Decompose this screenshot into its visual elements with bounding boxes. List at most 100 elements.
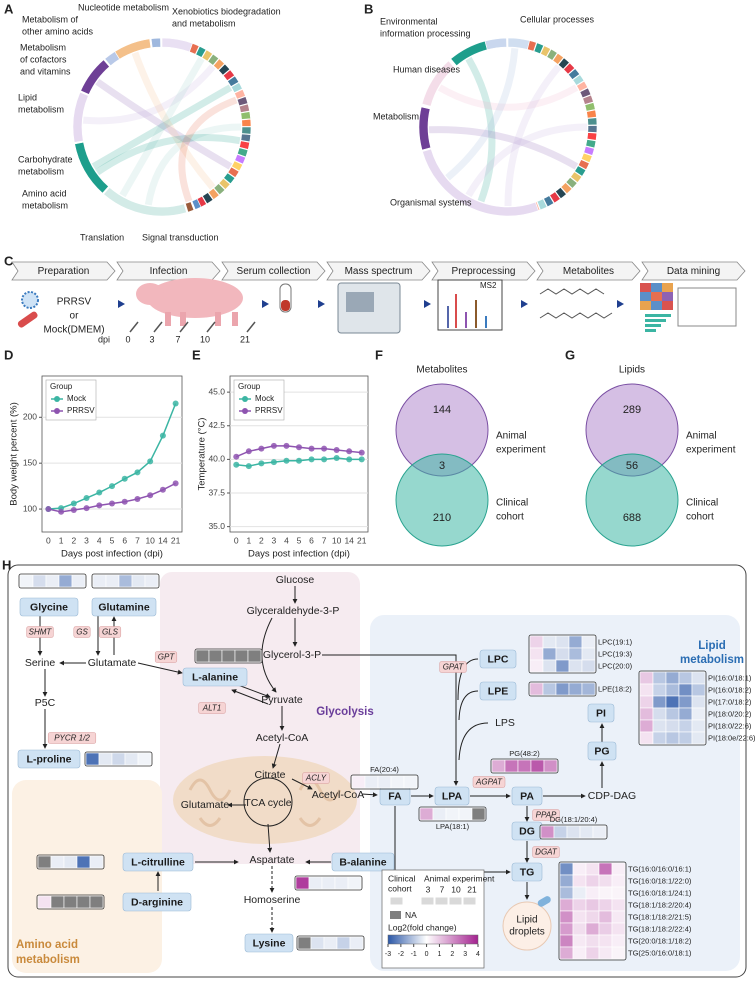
heatmap-cell bbox=[568, 647, 583, 661]
ring-segment bbox=[241, 118, 252, 127]
node-label: Lysine bbox=[253, 937, 286, 949]
panel-letter: H bbox=[2, 557, 11, 572]
syringe bbox=[153, 321, 163, 333]
heatmap-cell bbox=[611, 922, 626, 936]
step-label: Serum collection bbox=[237, 266, 311, 277]
x-axis-title: Days post infection (dpi) bbox=[61, 549, 163, 560]
data-point bbox=[296, 444, 302, 451]
mining-heatmap-cell bbox=[662, 301, 673, 310]
node-box bbox=[122, 892, 192, 912]
enzyme-tag bbox=[47, 732, 97, 744]
input-label: or bbox=[70, 311, 80, 322]
heatmap-frame bbox=[638, 670, 707, 746]
heatmap-cell bbox=[572, 898, 587, 912]
ring-segment bbox=[202, 192, 214, 205]
ring-segment bbox=[241, 126, 252, 135]
ms-label: MS2 bbox=[480, 281, 497, 290]
ring-segment bbox=[585, 139, 597, 149]
flow-arrow bbox=[424, 300, 431, 308]
heatmap-frame bbox=[350, 774, 419, 790]
heatmap-row-label: TG(18:1/18:2/21:5) bbox=[628, 912, 692, 921]
region-label: Amino acid bbox=[16, 939, 78, 951]
node-label: L-proline bbox=[27, 753, 72, 765]
step-chevron bbox=[221, 261, 326, 281]
heatmap-cell bbox=[568, 659, 583, 673]
flow-arrow bbox=[318, 300, 325, 308]
data-point bbox=[358, 449, 365, 456]
data-point bbox=[121, 475, 128, 482]
heatmap-row-label: PI(18:0e/22:6) bbox=[708, 733, 755, 742]
chord bbox=[445, 47, 519, 181]
ring-segment bbox=[222, 69, 235, 82]
data-point bbox=[233, 453, 240, 460]
data-point bbox=[308, 456, 315, 463]
heatmap-cell bbox=[542, 659, 557, 673]
ring-segment bbox=[543, 195, 555, 208]
heatmap-cell bbox=[295, 876, 310, 890]
ring-segment bbox=[74, 141, 109, 194]
enzyme-tag bbox=[439, 661, 467, 673]
x-tick-label: 14 bbox=[158, 535, 168, 545]
heatmap-cell bbox=[98, 752, 113, 766]
heatmap-cell bbox=[50, 855, 65, 869]
region-label: metabolism bbox=[680, 654, 744, 666]
ring-segment bbox=[570, 171, 583, 183]
heatmap-cell bbox=[652, 671, 667, 685]
cristae bbox=[188, 778, 342, 827]
arrow bbox=[361, 792, 378, 798]
heatmap-cell bbox=[195, 649, 210, 663]
venn-title: Metabolites bbox=[416, 365, 467, 376]
heatmap-frame bbox=[36, 894, 105, 910]
data-point bbox=[83, 495, 90, 502]
chord bbox=[428, 126, 579, 170]
heatmap-cell bbox=[691, 707, 706, 721]
legend-title: Group bbox=[238, 382, 261, 391]
heatmap-cell bbox=[598, 886, 613, 900]
venn-count: 56 bbox=[626, 460, 638, 472]
ring-segment bbox=[587, 117, 598, 126]
heatmap-cell bbox=[678, 707, 693, 721]
ring-segment bbox=[218, 63, 231, 76]
metabolite-label: Glyceraldehyde-3-P bbox=[247, 605, 340, 617]
ring-segment bbox=[231, 160, 244, 172]
heatmap-row-label: TG(18:1/18:2/20:4) bbox=[628, 900, 692, 909]
ring-segment bbox=[191, 198, 202, 210]
x-tick-label: 2 bbox=[259, 535, 264, 545]
colorbar-tick-label: 3 bbox=[463, 951, 467, 958]
dpi-value: 3 bbox=[149, 334, 154, 344]
node-box bbox=[479, 649, 517, 669]
legend-cell bbox=[448, 896, 463, 906]
heatmap-cell bbox=[568, 682, 583, 696]
syringe bbox=[246, 321, 256, 333]
data-point bbox=[333, 446, 340, 453]
legend-label: Mock bbox=[67, 394, 87, 403]
heatmap-cell bbox=[131, 574, 146, 588]
heatmap-cell bbox=[665, 707, 680, 721]
heatmap-cell bbox=[529, 682, 544, 696]
enzyme-tag bbox=[302, 772, 330, 784]
heatmap-frame bbox=[539, 824, 608, 840]
heatmap-cell bbox=[611, 874, 626, 888]
panel-letter: A bbox=[4, 1, 14, 16]
heatmap-frame bbox=[36, 854, 105, 870]
heatmap-frame bbox=[294, 875, 363, 891]
metabolite-label: Acetyl-CoA bbox=[312, 789, 365, 801]
arrow bbox=[458, 690, 479, 721]
heatmap-cell bbox=[585, 946, 600, 960]
node-label: Glutamine bbox=[98, 601, 150, 613]
ring-segment bbox=[227, 166, 240, 178]
ring-segment bbox=[574, 165, 587, 177]
heatmap-cell bbox=[572, 922, 587, 936]
heatmap-cell bbox=[581, 659, 596, 673]
heatmap-cell bbox=[208, 649, 223, 663]
heatmap-cell bbox=[542, 647, 557, 661]
category-label: Organismal systems bbox=[390, 197, 472, 207]
heatmap-cell bbox=[598, 934, 613, 948]
node-box bbox=[587, 741, 617, 761]
step-label: Data mining bbox=[667, 266, 720, 277]
data-point bbox=[172, 400, 179, 407]
enzyme-tag bbox=[532, 809, 560, 821]
heatmap-cell bbox=[310, 936, 325, 950]
ring-segment bbox=[557, 57, 570, 70]
heatmap-frame bbox=[528, 681, 597, 697]
